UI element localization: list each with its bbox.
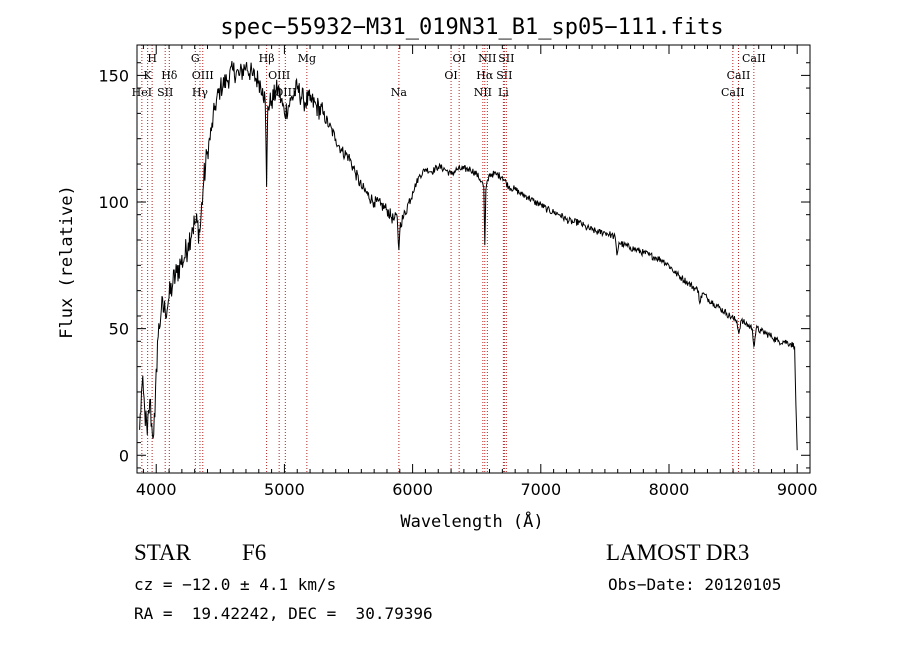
axis-ticks: 4000 5000 6000 7000 8000 9000 0 50 100 150 [98, 45, 818, 499]
x-tick-label-2: 6000 [392, 480, 433, 499]
y-tick-label-1: 50 [109, 320, 129, 339]
marker-label-1: K [144, 69, 153, 82]
x-tick-label-0: 4000 [136, 480, 177, 499]
cz-value: cz = −12.0 ± 4.1 km/s [134, 575, 337, 594]
survey-name: LAMOST DR3 [606, 540, 750, 565]
y-tick-label-0: 0 [119, 446, 129, 465]
marker-label-17: Hα [476, 69, 494, 82]
marker-label-18: SII [496, 69, 512, 82]
chart-title: spec−55932−M31_019N31_B1_sp05−111.fits [220, 15, 723, 40]
y-axis-label: Flux (relative) [57, 185, 77, 339]
marker-label-14: OI [444, 69, 457, 82]
marker-label-7: Hγ [192, 86, 209, 99]
marker-label-12: Na [391, 86, 408, 99]
marker-label-20: Li [498, 86, 509, 99]
marker-label-23: CaII [721, 86, 745, 99]
marker-label-22: CaII [727, 69, 751, 82]
x-tick-label-1: 5000 [264, 480, 305, 499]
marker-label-21: CaII [742, 52, 766, 65]
marker-label-8: Hβ [259, 52, 275, 65]
obs-date: Obs−Date: 20120105 [608, 575, 782, 594]
y-tick-label-2: 100 [98, 193, 129, 212]
marker-label-15: NII [474, 86, 492, 99]
x-axis-label: Wavelength (Å) [400, 510, 543, 532]
marker-label-13: OI [452, 52, 465, 65]
plot-frame [136, 44, 811, 474]
marker-label-19: SII [498, 52, 514, 65]
marker-label-9: OIII [268, 69, 290, 82]
marker-label-11: Mg [298, 52, 316, 65]
y-tick-label-3: 150 [98, 66, 129, 85]
marker-label-5: G [191, 52, 200, 65]
marker-label-0: H [147, 52, 157, 65]
marker-label-3: SII [157, 86, 173, 99]
x-tick-label-4: 8000 [649, 480, 690, 499]
coordinates: RA = 19.42242, DEC = 30.79396 [134, 604, 433, 623]
marker-label-2: HeI [132, 86, 152, 99]
object-class: STAR [134, 540, 191, 565]
x-tick-label-3: 7000 [520, 480, 561, 499]
marker-label-16: NII [478, 52, 496, 65]
marker-label-6: OIII [192, 69, 214, 82]
spectrum-line [139, 60, 798, 451]
x-tick-label-5: 9000 [777, 480, 818, 499]
marker-label-4: Hδ [161, 69, 178, 82]
subclass: F6 [242, 540, 267, 565]
